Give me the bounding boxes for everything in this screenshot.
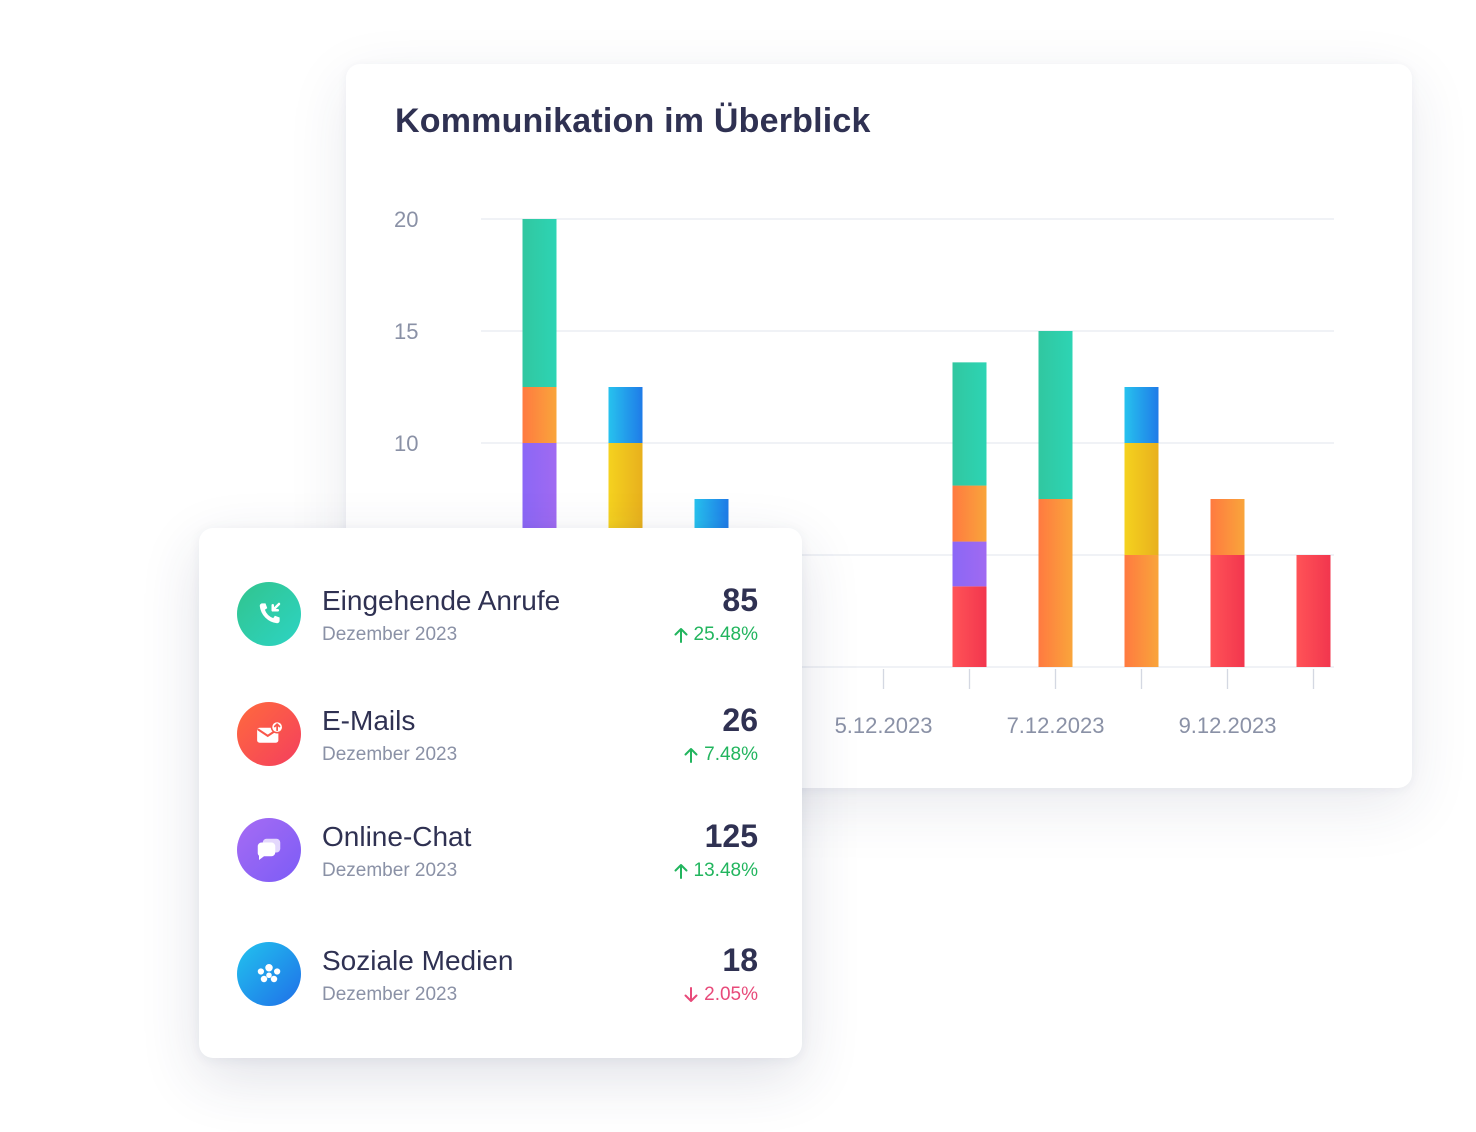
- stat-change: 25.48%: [674, 624, 758, 646]
- bar-segment[interactable]: [952, 541, 987, 587]
- bar-segment[interactable]: [952, 586, 987, 667]
- stat-change-value: 2.05%: [704, 984, 758, 1005]
- x-tick-label: 9.12.2023: [1179, 713, 1277, 738]
- bar-segment[interactable]: [1124, 443, 1159, 555]
- y-tick-label: 15: [394, 319, 418, 344]
- stat-row-social-media[interactable]: Soziale Medien Dezember 2023 18 2.05%: [199, 942, 802, 1006]
- bar-segment[interactable]: [1038, 499, 1073, 667]
- stat-period: Dezember 2023: [322, 984, 458, 1005]
- bar-segment[interactable]: [1038, 331, 1073, 499]
- stats-card: Eingehende Anrufe Dezember 2023 85 25.48…: [199, 528, 802, 1058]
- stat-row-emails[interactable]: E-Mails Dezember 2023 26 7.48%: [199, 702, 802, 766]
- bar-segment[interactable]: [952, 362, 987, 486]
- stat-row-online-chat[interactable]: Online-Chat Dezember 2023 125 13.48%: [199, 818, 802, 882]
- y-tick-label: 20: [394, 207, 418, 232]
- bar-segment[interactable]: [1296, 555, 1331, 667]
- stat-row-incoming-calls[interactable]: Eingehende Anrufe Dezember 2023 85 25.48…: [199, 582, 802, 646]
- stat-value: 18: [722, 942, 758, 978]
- x-tick-label: 5.12.2023: [835, 713, 933, 738]
- bar-segment[interactable]: [1124, 555, 1159, 667]
- stat-value: 26: [722, 702, 758, 738]
- axis-labels: 10 15 20 5.12.2023 7.12.2023 9.12.2023: [394, 207, 1276, 738]
- stat-label: Online-Chat: [322, 821, 472, 852]
- arrow-up-icon: [684, 748, 698, 763]
- bar-segment[interactable]: [1124, 387, 1159, 443]
- stat-change-value: 13.48%: [693, 860, 758, 881]
- stat-label: Soziale Medien: [322, 945, 514, 976]
- phone-incoming-icon: [237, 582, 301, 646]
- bar-segment[interactable]: [608, 387, 643, 443]
- chart-title: Kommunikation im Überblick: [395, 102, 871, 140]
- arrow-down-icon: [684, 987, 698, 1002]
- chat-icon: [237, 818, 301, 882]
- stat-change: 2.05%: [684, 984, 758, 1006]
- arrow-up-icon: [674, 628, 688, 643]
- stat-change-value: 25.48%: [693, 624, 758, 645]
- stat-period: Dezember 2023: [322, 860, 458, 881]
- bar-segment[interactable]: [1210, 499, 1245, 555]
- stat-period: Dezember 2023: [322, 624, 458, 645]
- email-icon: [237, 702, 301, 766]
- stat-change: 13.48%: [674, 860, 758, 882]
- arrow-up-icon: [674, 864, 688, 879]
- y-tick-label: 10: [394, 431, 418, 456]
- bar-segment[interactable]: [1210, 555, 1245, 667]
- social-media-icon: [237, 942, 301, 1006]
- bar-segment[interactable]: [522, 387, 557, 443]
- stat-value: 125: [704, 818, 758, 854]
- x-tick-label: 7.12.2023: [1007, 713, 1105, 738]
- bar-segment[interactable]: [952, 485, 987, 542]
- stat-change-value: 7.48%: [704, 744, 758, 765]
- stat-period: Dezember 2023: [322, 744, 458, 765]
- stat-value: 85: [722, 582, 758, 618]
- stat-label: Eingehende Anrufe: [322, 585, 561, 616]
- bar-segment[interactable]: [522, 219, 557, 387]
- stat-label: E-Mails: [322, 705, 416, 736]
- stat-change: 7.48%: [684, 744, 758, 766]
